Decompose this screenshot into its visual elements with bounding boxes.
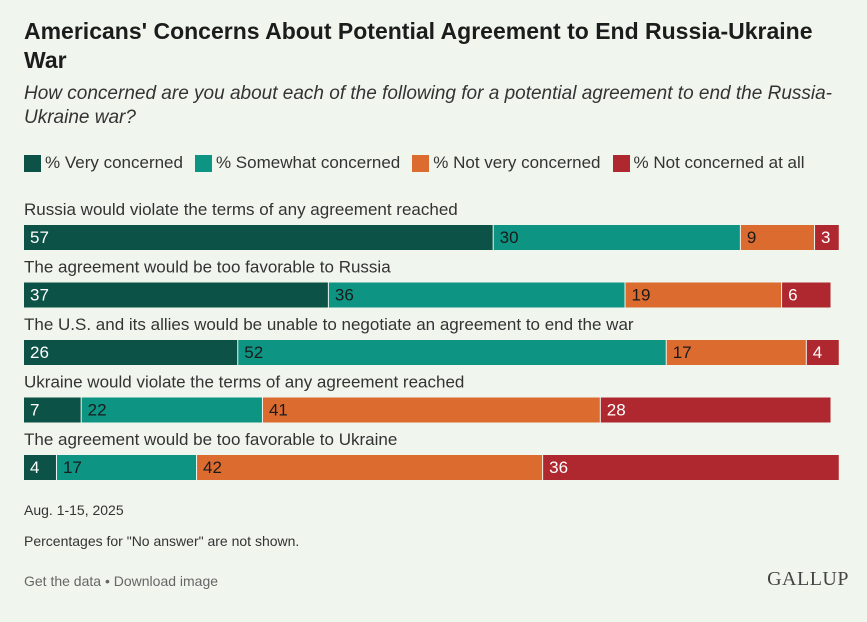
bar-segment-very — [24, 397, 81, 423]
legend-item-somewhat: % Somewhat concerned — [194, 153, 401, 173]
category-label: Ukraine would violate the terms of any a… — [24, 373, 464, 392]
bar-segment-very — [24, 455, 56, 480]
link-separator: • — [101, 573, 114, 589]
legend-swatch-somewhat — [194, 154, 212, 172]
data-label-somewhat: 36 — [335, 286, 354, 305]
bar-segment-very — [24, 282, 328, 308]
bar-segment-somewhat — [56, 455, 197, 480]
data-label-somewhat: 22 — [88, 401, 107, 420]
legend-swatch-very — [24, 154, 41, 172]
data-label-very: 37 — [30, 286, 49, 305]
legend-label-not-at-all: % Not concerned at all — [633, 153, 805, 172]
chart-subtitle: How concerned are you about each of the … — [24, 83, 833, 128]
bar-segment-somewhat — [81, 397, 262, 423]
legend: % Very concerned % Somewhat concerned % … — [24, 153, 854, 173]
get-data-link[interactable]: Get the data — [24, 573, 102, 589]
bar-segment-not-very — [666, 340, 806, 365]
legend-label-very: % Very concerned — [45, 153, 183, 172]
data-label-very: 57 — [30, 228, 49, 247]
data-label-not-very: 41 — [269, 401, 288, 420]
bar-segment-somewhat — [493, 225, 740, 250]
bar-segment-not-at-all — [600, 397, 831, 423]
gallup-logo: GALLUP — [767, 568, 849, 590]
bar-segment-not-very — [740, 225, 815, 250]
bar-segment-not-very — [625, 282, 782, 308]
legend-item-very: % Very concerned — [24, 153, 183, 173]
data-label-not-at-all: 36 — [549, 458, 568, 477]
category-label: The agreement would be too favorable to … — [24, 258, 391, 277]
data-label-somewhat: 30 — [500, 228, 519, 247]
bar-segment-not-at-all — [543, 455, 839, 480]
category-label: The agreement would be too favorable to … — [24, 430, 397, 449]
bar-segment-not-at-all — [806, 340, 839, 365]
bar-segment-somewhat — [238, 340, 666, 365]
bar-segment-not-very — [197, 455, 543, 480]
legend-item-not-very: % Not very concerned — [412, 153, 601, 173]
data-label-somewhat: 52 — [244, 343, 263, 362]
data-label-very: 4 — [30, 458, 39, 477]
data-label-somewhat: 17 — [63, 458, 82, 477]
data-label-not-very: 42 — [203, 458, 222, 477]
legend-label-not-very: % Not very concerned — [433, 153, 601, 172]
data-label-very: 26 — [30, 343, 49, 362]
footnote: Percentages for "No answer" are not show… — [24, 533, 300, 549]
category-label: Russia would violate the terms of any ag… — [24, 200, 458, 219]
data-label-very: 7 — [30, 401, 39, 420]
bar-segment-not-at-all — [782, 282, 831, 308]
category-label: The U.S. and its allies would be unable … — [24, 315, 634, 334]
legend-swatch-not-at-all — [612, 154, 630, 172]
bar-segment-not-very — [262, 397, 600, 423]
data-label-not-very: 19 — [632, 286, 651, 305]
survey-date: Aug. 1-15, 2025 — [24, 502, 124, 518]
data-label-not-very: 9 — [747, 228, 756, 247]
footer-links: Get the data • Download image — [24, 573, 218, 589]
download-image-link[interactable]: Download image — [113, 573, 219, 589]
legend-swatch-not-very — [412, 154, 430, 172]
data-label-not-at-all: 4 — [813, 343, 822, 362]
bar-segment-very — [24, 225, 493, 250]
legend-label-somewhat: % Somewhat concerned — [215, 153, 401, 172]
chart-title: Americans' Concerns About Potential Agre… — [24, 18, 813, 73]
data-label-not-at-all: 3 — [821, 228, 830, 247]
bar-segment-very — [24, 340, 238, 365]
bar-segment-not-at-all — [815, 225, 839, 250]
legend-item-not-at-all: % Not concerned at all — [612, 153, 805, 173]
data-label-not-very: 17 — [673, 343, 692, 362]
data-label-not-at-all: 28 — [607, 401, 626, 420]
data-label-not-at-all: 6 — [788, 286, 797, 305]
bar-segment-somewhat — [328, 282, 625, 308]
